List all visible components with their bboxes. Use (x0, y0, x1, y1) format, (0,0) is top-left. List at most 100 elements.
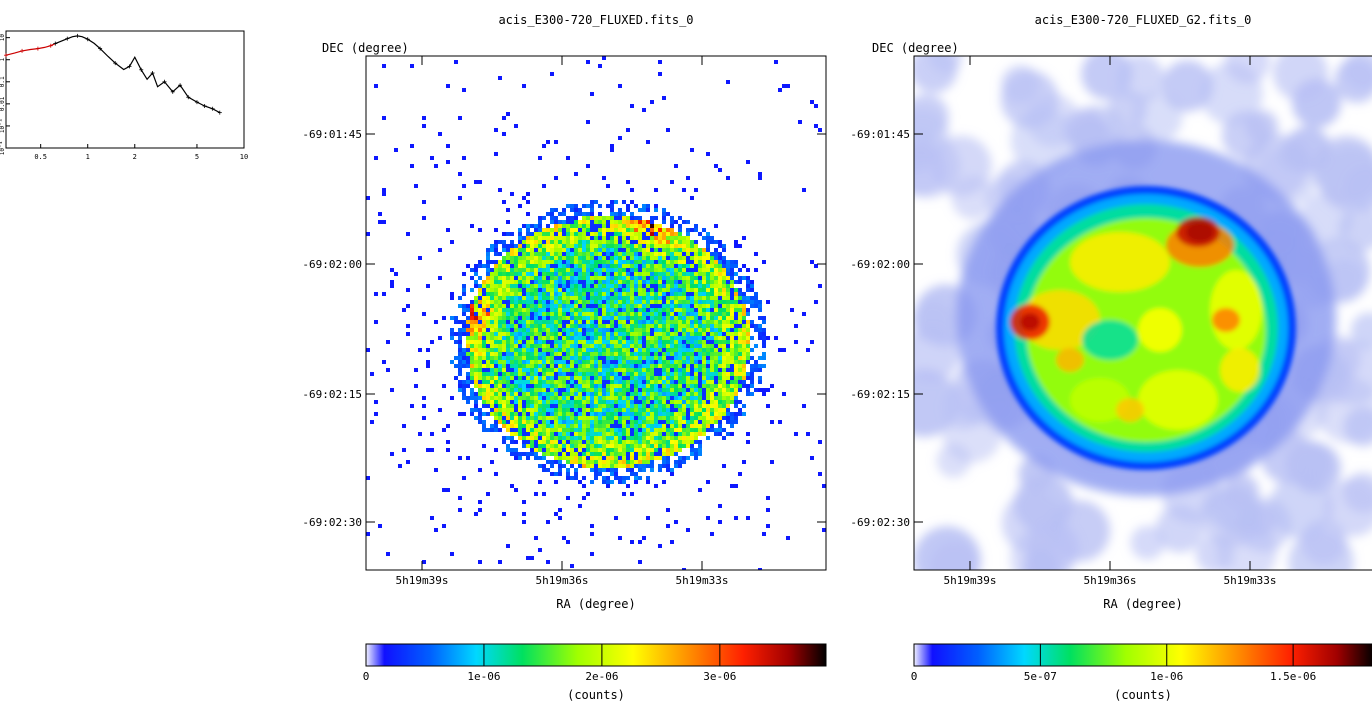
heatmap-pixel (634, 368, 638, 372)
heatmap-pixel (622, 296, 626, 300)
heatmap-pixel (530, 244, 534, 248)
heatmap-pixel (410, 164, 414, 168)
heatmap-pixel (670, 308, 674, 312)
heatmap-pixel (654, 356, 658, 360)
heatmap-pixel (542, 292, 546, 296)
heatmap-pixel (662, 480, 666, 484)
diffuse-emission-blob (1342, 56, 1372, 91)
heatmap-pixel (694, 288, 698, 292)
heatmap-pixel (606, 416, 610, 420)
heatmap-pixel (710, 416, 714, 420)
heatmap-pixel (582, 244, 586, 248)
heatmap-pixel (686, 244, 690, 248)
heatmap-pixel (534, 440, 538, 444)
heatmap-pixel (618, 436, 622, 440)
heatmap-pixel (598, 348, 602, 352)
heatmap-pixel (514, 424, 518, 428)
heatmap-pixel (414, 184, 418, 188)
heatmap-pixel (682, 328, 686, 332)
heatmap-pixel (698, 444, 702, 448)
heatmap-pixel (634, 284, 638, 288)
heatmap-pixel (602, 384, 606, 388)
heatmap-pixel (586, 408, 590, 412)
heatmap-pixel (622, 384, 626, 388)
heatmap-pixel (714, 292, 718, 296)
heatmap-pixel (738, 472, 742, 476)
heatmap-pixel (574, 476, 578, 480)
heatmap-pixel (558, 420, 562, 424)
heatmap-pixel (518, 376, 522, 380)
heatmap-pixel (546, 344, 550, 348)
heatmap-pixel (642, 380, 646, 384)
heatmap-pixel (690, 332, 694, 336)
heatmap-pixel (646, 388, 650, 392)
heatmap-pixel (482, 360, 486, 364)
heatmap-pixel (718, 256, 722, 260)
heatmap-pixel (578, 268, 582, 272)
heatmap-pixel (590, 308, 594, 312)
heatmap-pixel (550, 280, 554, 284)
heatmap-pixel (478, 308, 482, 312)
inset-y-tick-label: 1 (0, 58, 6, 62)
heatmap-pixel (630, 292, 634, 296)
heatmap-pixel (614, 376, 618, 380)
heatmap-pixel (618, 400, 622, 404)
heatmap-pixel (662, 340, 666, 344)
heatmap-pixel (710, 364, 714, 368)
heatmap-pixel (538, 280, 542, 284)
heatmap-pixel (470, 304, 474, 308)
heatmap-pixel (506, 320, 510, 324)
heatmap-pixel (558, 308, 562, 312)
diffuse-emission-blob (914, 143, 946, 197)
heatmap-pixel (590, 364, 594, 368)
heatmap-pixel (582, 324, 586, 328)
heatmap-pixel (722, 388, 726, 392)
heatmap-pixel (694, 448, 698, 452)
heatmap-pixel (558, 236, 562, 240)
heatmap-pixel (730, 400, 734, 404)
heatmap-pixel (590, 416, 594, 420)
heatmap-pixel (682, 372, 686, 376)
heatmap-pixel (654, 232, 658, 236)
heatmap-pixel (658, 332, 662, 336)
heatmap-pixel (566, 232, 570, 236)
heatmap-pixel (642, 440, 646, 444)
heatmap-pixel (478, 316, 482, 320)
heatmap-pixel (614, 420, 618, 424)
heatmap-pixel (706, 232, 710, 236)
heatmap-pixel (658, 264, 662, 268)
inset-x-tick-label: 5 (195, 153, 199, 161)
emission-knot (1070, 232, 1170, 292)
heatmap-pixel (618, 236, 622, 240)
heatmap-pixel (658, 372, 662, 376)
heatmap-pixel (730, 264, 734, 268)
heatmap-pixel (634, 352, 638, 356)
heatmap-pixel (522, 240, 526, 244)
heatmap-pixel (518, 236, 522, 240)
heatmap-pixel (566, 384, 570, 388)
heatmap-pixel (574, 272, 578, 276)
heatmap-pixel (738, 348, 742, 352)
heatmap-pixel (530, 412, 534, 416)
heatmap-pixel (470, 316, 474, 320)
heatmap-pixel (514, 324, 518, 328)
heatmap-pixel (710, 368, 714, 372)
heatmap-pixel (490, 316, 494, 320)
heatmap-pixel (514, 360, 518, 364)
heatmap-pixel (762, 532, 766, 536)
heatmap-pixel (698, 360, 702, 364)
heatmap-pixel (466, 360, 470, 364)
colorbar-tick-label: 1e-06 (467, 670, 500, 683)
heatmap-pixel (750, 348, 754, 352)
heatmap-pixel (526, 388, 530, 392)
heatmap-pixel (614, 516, 618, 520)
heatmap-pixel (522, 368, 526, 372)
heatmap-pixel (678, 420, 682, 424)
heatmap-pixel (666, 312, 670, 316)
heatmap-pixel (606, 440, 610, 444)
heatmap-pixel (578, 384, 582, 388)
heatmap-pixel (582, 320, 586, 324)
heatmap-pixel (570, 236, 574, 240)
heatmap-pixel (506, 324, 510, 328)
heatmap-pixel (602, 392, 606, 396)
